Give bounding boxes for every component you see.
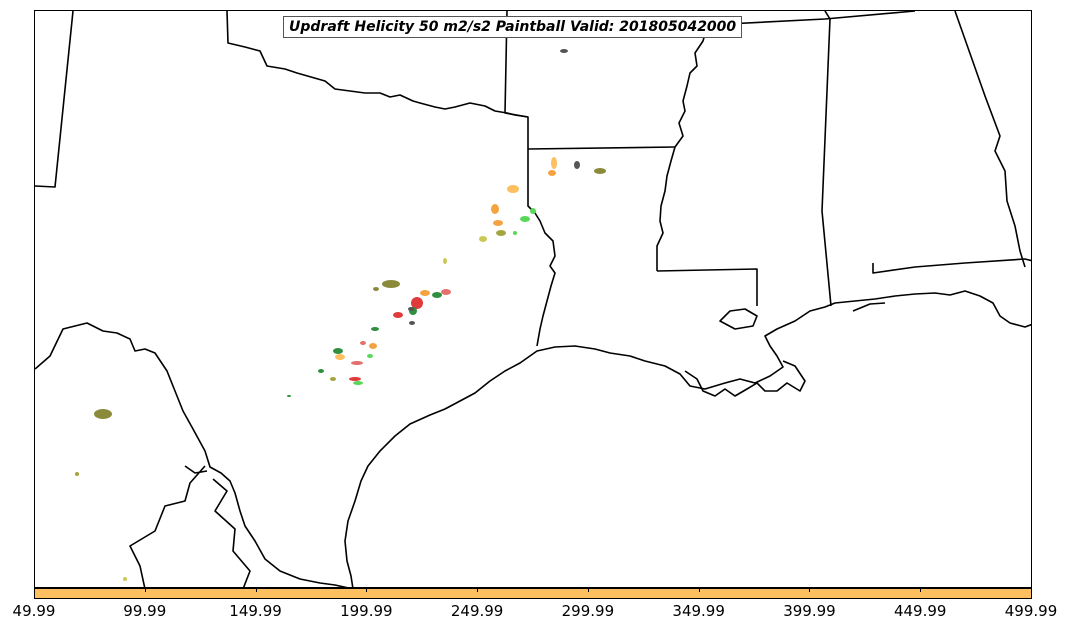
paintball-swath [409,321,415,325]
paintball-swath [393,312,403,318]
paintball-swath [123,577,127,581]
paintball-swath [287,395,291,397]
paintball-swath [75,472,79,476]
paintball-swath [441,289,451,295]
rio-grande-border [35,322,348,587]
alabama-florida-border [872,258,1031,274]
mississippi-south-border [656,268,758,306]
paintball-swath [330,377,336,381]
boundary-lines [35,11,1031,587]
paintball-swath [507,185,519,193]
paintball-swath [443,258,447,264]
paintball-swath [493,220,503,226]
arkansas-louisiana-border [527,146,676,150]
paintball-swath [333,348,343,354]
colorbar-tick-mark [587,588,589,592]
colorbar-tick-mark [144,588,146,592]
paintball-swath [530,208,536,214]
mississippi-river-border [656,26,708,271]
colorbar-tick-label: 199.99 [340,602,393,620]
paintball-swath [94,409,112,419]
lake-pontchartrain [719,308,758,330]
colorbar-tick-label: 249.99 [450,602,504,620]
colorbar-tick-mark [920,588,922,592]
paintball-swath [318,369,324,373]
paintball-swaths [75,49,606,581]
mississippi-alabama-border [821,11,832,307]
map-title: Updraft Helicity 50 m2/s2 Paintball Vali… [283,16,743,38]
paintball-swath [349,377,361,381]
louisiana-delta-coast [684,360,806,397]
map-canvas [35,11,1031,587]
colorbar-tick-label: 49.99 [12,602,56,620]
paintball-swath [513,231,517,235]
paintball-swath [367,354,373,358]
oklahoma-arkansas-border [504,11,529,149]
paintball-swath [548,170,556,176]
paintball-swath [335,354,345,360]
colorbar-tick-label: 299.99 [561,602,615,620]
colorbar-tick-mark [809,588,811,592]
paintball-swath [353,381,363,385]
paintball-swath [411,297,423,309]
paintball-swath [371,327,379,331]
paintball-swath [351,361,363,365]
texas-louisiana-border [527,149,556,347]
colorbar-tick-label: 149.99 [229,602,282,620]
paintball-swath [491,204,499,214]
colorbar-tick-mark [366,588,368,592]
mexico-state-line [129,465,206,587]
paintball-swath [496,230,506,236]
colorbar-tick-mark [255,588,257,592]
alabama-georgia-border [954,11,1026,268]
paintball-swath [373,287,379,291]
colorbar-tick-label: 99.99 [123,602,167,620]
colorbar [34,588,1032,599]
colorbar-tick-mark [477,588,479,592]
paintball-swath [594,168,606,174]
paintball-swath [479,236,487,242]
tennessee-southern-border [706,11,916,26]
gulf-coastline [344,290,1031,587]
colorbar-tick-label: 349.99 [672,602,725,620]
paintball-swath [369,343,377,349]
paintball-swath [432,292,442,298]
colorbar-tick-label: 449.99 [893,602,947,620]
colorbar-tick-label: 399.99 [783,602,836,620]
paintball-swath [382,280,400,288]
colorbar-tick-label: 499.99 [1004,602,1058,620]
paintball-swath [560,49,568,53]
mexico-state-line [212,478,251,587]
paintball-swath [551,157,557,169]
map-panel [34,10,1032,588]
colorbar-tick-mark [698,588,700,592]
paintball-swath [408,307,414,311]
red-river-border [226,11,529,118]
florida-panhandle-coast [852,302,886,312]
mexico-state-line [184,465,208,474]
paintball-swath [574,161,580,169]
new-mexico-texas-border [35,11,74,188]
paintball-swath [520,216,530,222]
paintball-swath [360,341,366,345]
paintball-swath [420,290,430,296]
